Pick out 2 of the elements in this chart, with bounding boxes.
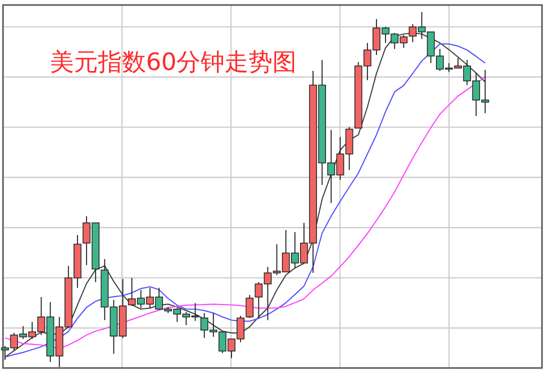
candlestick [246,294,254,319]
text: 美元指数60分钟走势图 [50,48,297,76]
